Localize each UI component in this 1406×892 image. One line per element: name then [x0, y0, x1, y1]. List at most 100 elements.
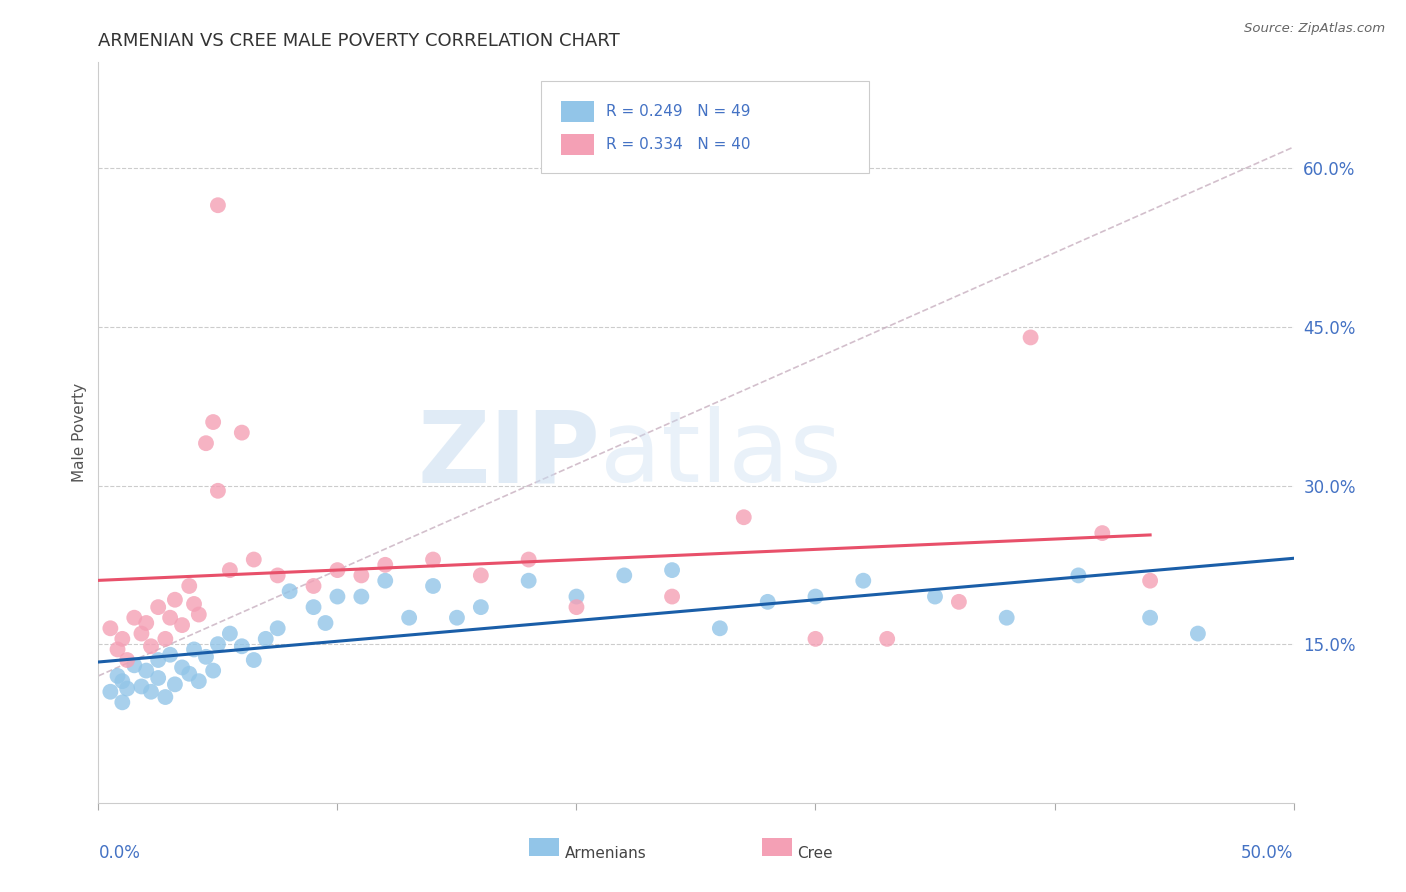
Point	[350, 568, 373, 582]
Point	[139, 640, 162, 654]
Y-axis label: Male Poverty: Male Poverty	[72, 383, 87, 483]
Point	[446, 610, 468, 624]
Point	[254, 632, 277, 646]
Text: R = 0.334   N = 40: R = 0.334 N = 40	[606, 137, 751, 153]
Text: ARMENIAN VS CREE MALE POVERTY CORRELATION CHART: ARMENIAN VS CREE MALE POVERTY CORRELATIO…	[98, 32, 620, 50]
Point	[243, 653, 266, 667]
Point	[852, 574, 875, 588]
Point	[163, 592, 186, 607]
Point	[565, 600, 588, 615]
Point	[470, 600, 492, 615]
Point	[131, 680, 153, 694]
Point	[315, 615, 337, 630]
Point	[135, 664, 157, 678]
Point	[111, 695, 134, 709]
FancyBboxPatch shape	[541, 81, 869, 173]
Text: 50.0%: 50.0%	[1241, 844, 1294, 862]
Point	[517, 574, 540, 588]
Point	[267, 568, 290, 582]
Text: Armenians: Armenians	[565, 846, 647, 861]
Text: 0.0%: 0.0%	[98, 844, 141, 862]
Point	[1139, 574, 1161, 588]
Point	[302, 579, 325, 593]
Text: atlas: atlas	[600, 407, 842, 503]
Point	[1091, 526, 1114, 541]
Point	[733, 510, 755, 524]
Point	[155, 690, 177, 704]
Text: Source: ZipAtlas.com: Source: ZipAtlas.com	[1244, 22, 1385, 36]
Point	[148, 671, 170, 685]
Bar	[561, 135, 595, 155]
Point	[163, 677, 186, 691]
Point	[183, 597, 205, 611]
Point	[148, 600, 170, 615]
Point	[326, 590, 349, 604]
Point	[756, 595, 779, 609]
Point	[124, 610, 146, 624]
Point	[202, 415, 225, 429]
Point	[995, 610, 1018, 624]
Point	[115, 653, 138, 667]
Point	[98, 621, 122, 635]
Point	[131, 626, 153, 640]
Point	[804, 632, 827, 646]
Point	[219, 563, 242, 577]
Point	[398, 610, 420, 624]
Point	[115, 681, 138, 696]
Point	[278, 584, 301, 599]
Point	[565, 590, 588, 604]
Point	[159, 648, 181, 662]
Point	[183, 642, 205, 657]
Point	[187, 674, 209, 689]
Point	[470, 568, 492, 582]
Bar	[561, 101, 595, 121]
Point	[661, 563, 683, 577]
Point	[231, 425, 253, 440]
Point	[98, 685, 122, 699]
Point	[111, 674, 134, 689]
Point	[422, 552, 444, 566]
Point	[155, 632, 177, 646]
Point	[267, 621, 290, 635]
Point	[1019, 330, 1042, 344]
Point	[195, 649, 218, 664]
Bar	[529, 838, 558, 856]
Point	[709, 621, 731, 635]
Point	[148, 653, 170, 667]
Point	[517, 552, 540, 566]
Point	[139, 685, 162, 699]
Point	[207, 198, 229, 212]
Point	[207, 483, 229, 498]
Point	[179, 666, 201, 681]
Point	[159, 610, 181, 624]
Point	[804, 590, 827, 604]
Point	[219, 626, 242, 640]
Point	[1067, 568, 1090, 582]
Point	[374, 574, 396, 588]
Point	[107, 642, 129, 657]
Point	[948, 595, 970, 609]
Point	[876, 632, 898, 646]
Point	[124, 658, 146, 673]
Point	[350, 590, 373, 604]
Point	[243, 552, 266, 566]
Point	[661, 590, 683, 604]
Point	[172, 618, 194, 632]
Point	[172, 660, 194, 674]
Text: ZIP: ZIP	[418, 407, 600, 503]
Point	[231, 640, 253, 654]
Point	[374, 558, 396, 572]
Point	[202, 664, 225, 678]
Point	[111, 632, 134, 646]
Point	[195, 436, 218, 450]
Bar	[762, 838, 792, 856]
Point	[207, 637, 229, 651]
Point	[1187, 626, 1209, 640]
Point	[302, 600, 325, 615]
Text: Cree: Cree	[797, 846, 834, 861]
Point	[187, 607, 209, 622]
Point	[107, 669, 129, 683]
Point	[422, 579, 444, 593]
Point	[924, 590, 946, 604]
Point	[135, 615, 157, 630]
